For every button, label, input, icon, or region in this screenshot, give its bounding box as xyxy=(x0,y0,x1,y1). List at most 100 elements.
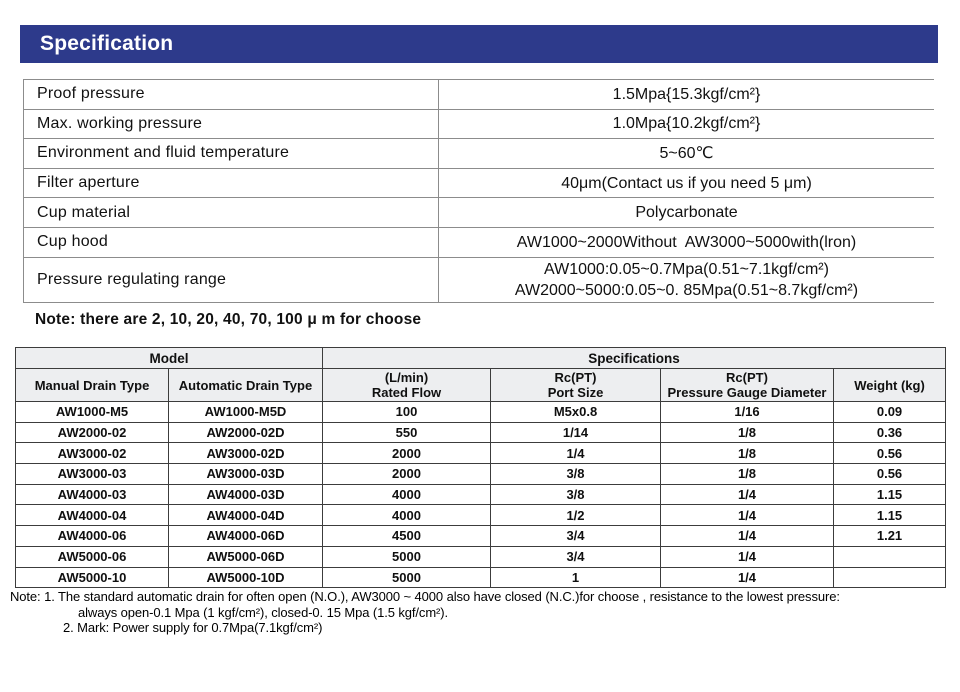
gauge-diameter-cell: 1/4 xyxy=(660,504,834,527)
automatic-drain-cell: AW2000-02D xyxy=(168,421,323,444)
column-header-gauge-diameter: Rc(PT) Pressure Gauge Diameter xyxy=(660,368,834,402)
model-table-header: Model Specifications Manual Drain Type A… xyxy=(15,347,947,402)
manual-drain-cell: AW4000-04 xyxy=(15,504,169,527)
spec-label: Cup material xyxy=(37,203,131,221)
column-header-port-size: Rc(PT) Port Size xyxy=(490,368,661,402)
column-header-label: Rc(PT) xyxy=(554,370,597,385)
footnote-line-2: always open-0.1 Mpa (1 kgf/cm²), closed-… xyxy=(78,604,449,620)
manual-drain-cell: AW5000-06 xyxy=(15,545,169,568)
spec-value-line-1: 1.0Mpa{10.2kgf/cm²} xyxy=(612,115,761,133)
spec-row: Cup hood AW1000~2000Without AW3000~5000w… xyxy=(24,227,934,258)
model-table-body: AW1000-M5 AW1000-M5D 100 M5x0.8 1/16 0.0… xyxy=(15,401,947,589)
page-title: Specification xyxy=(40,32,174,55)
group-header-row: Model Specifications xyxy=(15,347,947,369)
column-header-label: Manual Drain Type xyxy=(34,377,150,393)
table-row: AW3000-02 AW3000-02D 2000 1/4 1/8 0.56 xyxy=(15,442,947,465)
table-row: AW5000-06 AW5000-06D 5000 3/4 1/4 xyxy=(15,545,947,568)
footnotes: Note: 1. The standard automatic drain fo… xyxy=(10,589,952,636)
spec-label: Pressure regulating range xyxy=(37,270,227,288)
column-header-label: Rc(PT) xyxy=(726,370,768,385)
column-header-automatic-drain: Automatic Drain Type xyxy=(168,368,323,402)
table-row: AW1000-M5 AW1000-M5D 100 M5x0.8 1/16 0.0… xyxy=(15,401,947,423)
gauge-diameter-cell: 1/4 xyxy=(660,525,834,547)
column-header-label: Rated Flow xyxy=(371,385,442,400)
rated-flow-cell: 4000 xyxy=(322,504,491,527)
manual-drain-cell: AW5000-10 xyxy=(15,566,169,589)
port-size-cell: 3/8 xyxy=(490,463,661,485)
model-group-header: Model xyxy=(15,347,323,369)
spec-value-line-1: AW1000:0.05~0.7Mpa(0.51~7.1kgf/cm²) xyxy=(544,260,829,278)
spec-value: Polycarbonate xyxy=(438,198,934,227)
weight-cell: 0.36 xyxy=(832,421,947,444)
rated-flow-cell: 100 xyxy=(322,401,491,423)
spec-label: Proof pressure xyxy=(37,85,145,103)
column-header-label: Pressure Gauge Diameter xyxy=(667,385,827,400)
gauge-diameter-cell: 1/8 xyxy=(660,442,834,465)
automatic-drain-cell: AW5000-06D xyxy=(168,545,323,568)
spec-table: Proof pressure 1.5Mpa{15.3kgf/cm²} Max. … xyxy=(23,79,934,303)
port-size-cell: 1 xyxy=(490,566,661,589)
footnote-line-1: Note: 1. The standard automatic drain fo… xyxy=(10,589,840,604)
gauge-diameter-cell: 1/16 xyxy=(660,401,834,423)
column-header-weight: Weight (kg) xyxy=(832,368,947,402)
weight-cell xyxy=(832,545,947,568)
weight-cell: 1.15 xyxy=(832,483,947,506)
weight-cell xyxy=(832,566,947,589)
spec-value: 1.0Mpa{10.2kgf/cm²} xyxy=(438,109,934,139)
rated-flow-cell: 5000 xyxy=(322,566,491,589)
spec-row: Filter aperture 40μm(Contact us if you n… xyxy=(24,168,934,199)
spec-value-line-1: 5~60℃ xyxy=(659,144,714,162)
automatic-drain-cell: AW3000-02D xyxy=(168,442,323,465)
column-header-label: (L/min) xyxy=(384,370,429,385)
rated-flow-cell: 4500 xyxy=(322,525,491,547)
gauge-diameter-cell: 1/4 xyxy=(660,566,834,589)
model-table: Model Specifications Manual Drain Type A… xyxy=(15,347,947,589)
footnote-line-3: 2. Mark: Power supply for 0.7Mpa(7.1kgf/… xyxy=(63,620,323,636)
spec-value-line-1: 40μm(Contact us if you need 5 μm) xyxy=(561,174,812,192)
automatic-drain-cell: AW1000-M5D xyxy=(168,401,323,423)
spec-label: Cup hood xyxy=(37,233,108,251)
specifications-group-header: Specifications xyxy=(321,347,947,369)
rated-flow-cell: 5000 xyxy=(322,545,491,568)
automatic-drain-cell: AW4000-04D xyxy=(168,504,323,527)
rated-flow-cell: 4000 xyxy=(322,483,491,506)
manual-drain-cell: AW4000-03 xyxy=(15,483,169,506)
gauge-diameter-cell: 1/4 xyxy=(660,545,834,568)
table-row: AW5000-10 AW5000-10D 5000 1 1/4 xyxy=(15,566,947,589)
gauge-diameter-cell: 1/4 xyxy=(660,483,834,506)
weight-cell: 1.21 xyxy=(832,525,947,547)
filter-options-note: Note: there are 2, 10, 20, 40, 70, 100 μ… xyxy=(35,311,422,328)
automatic-drain-cell: AW4000-03D xyxy=(168,483,323,506)
column-header-row: Manual Drain Type Automatic Drain Type (… xyxy=(15,368,947,402)
manual-drain-cell: AW1000-M5 xyxy=(15,401,169,423)
column-header-label: Port Size xyxy=(547,385,604,400)
spec-label: Max. working pressure xyxy=(37,114,203,132)
weight-cell: 0.09 xyxy=(832,401,947,423)
spec-value: 1.5Mpa{15.3kgf/cm²} xyxy=(438,80,934,109)
spec-value: 5~60℃ xyxy=(438,139,934,168)
spec-row: Pressure regulating range AW1000:0.05~0.… xyxy=(24,257,934,303)
spec-row: Max. working pressure 1.0Mpa{10.2kgf/cm²… xyxy=(24,109,934,140)
spec-value-line-1: AW1000~2000Without AW3000~5000with(lron) xyxy=(516,233,857,251)
spec-label: Environment and fluid temperature xyxy=(37,144,290,162)
column-header-label: Automatic Drain Type xyxy=(178,377,313,393)
spec-label: Filter aperture xyxy=(37,174,140,192)
gauge-diameter-cell: 1/8 xyxy=(660,463,834,485)
manual-drain-cell: AW2000-02 xyxy=(15,421,169,444)
port-size-cell: 1/4 xyxy=(490,442,661,465)
table-row: AW3000-03 AW3000-03D 2000 3/8 1/8 0.56 xyxy=(15,463,947,485)
spec-value-line-1: 1.5Mpa{15.3kgf/cm²} xyxy=(612,85,761,103)
weight-cell: 1.15 xyxy=(832,504,947,527)
spec-row: Proof pressure 1.5Mpa{15.3kgf/cm²} xyxy=(24,80,934,110)
port-size-cell: 1/2 xyxy=(490,504,661,527)
port-size-cell: M5x0.8 xyxy=(490,401,661,423)
spec-value: AW1000~2000Without AW3000~5000with(lron) xyxy=(438,227,934,257)
gauge-diameter-cell: 1/8 xyxy=(660,421,834,444)
section-header-bar: Specification xyxy=(20,25,938,63)
automatic-drain-cell: AW3000-03D xyxy=(168,463,323,485)
rated-flow-cell: 550 xyxy=(322,421,491,444)
spec-value-line-1: Polycarbonate xyxy=(635,204,738,222)
rated-flow-cell: 2000 xyxy=(322,463,491,485)
port-size-cell: 1/14 xyxy=(490,421,661,444)
